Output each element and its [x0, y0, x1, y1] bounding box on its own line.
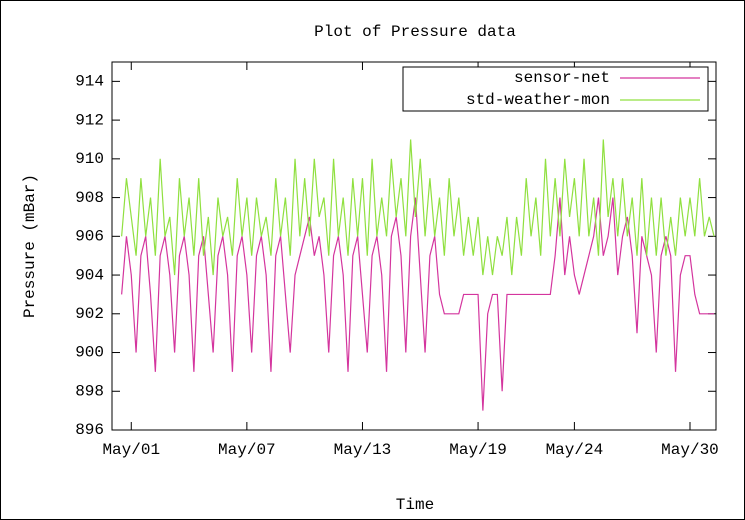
x-tick-label: May/24 — [546, 441, 604, 459]
legend-label: sensor-net — [514, 69, 610, 87]
x-tick-label: May/13 — [334, 441, 392, 459]
y-tick-label: 902 — [75, 305, 104, 323]
y-tick-label: 898 — [75, 382, 104, 400]
series-line — [121, 197, 715, 411]
y-tick-label: 914 — [75, 73, 104, 91]
chart-title: Plot of Pressure data — [314, 23, 516, 41]
y-axis-label: Pressure (mBar) — [21, 174, 39, 318]
y-tick-label: 904 — [75, 266, 104, 284]
x-tick-label: May/07 — [218, 441, 276, 459]
x-tick-label: May/19 — [449, 441, 507, 459]
legend-label: std-weather-mon — [466, 91, 610, 109]
y-tick-label: 906 — [75, 228, 104, 246]
y-tick-label: 910 — [75, 150, 104, 168]
plot-border — [111, 61, 717, 431]
y-tick-label: 912 — [75, 111, 104, 129]
x-tick-label: May/01 — [102, 441, 160, 459]
x-axis-label: Time — [396, 496, 434, 514]
y-tick-label: 896 — [75, 421, 104, 439]
x-tick-label: May/30 — [661, 441, 719, 459]
y-tick-label: 900 — [75, 344, 104, 362]
y-tick-label: 908 — [75, 189, 104, 207]
series-line — [121, 139, 715, 276]
legend-box — [402, 66, 709, 112]
